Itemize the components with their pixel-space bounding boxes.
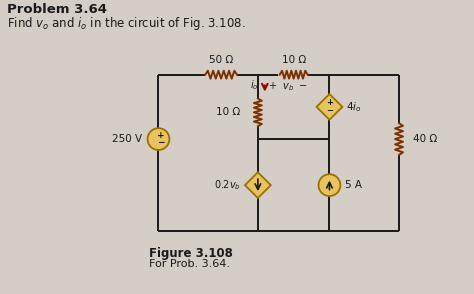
Text: +: +	[156, 131, 164, 140]
Text: 5 A: 5 A	[346, 180, 362, 190]
Text: $i_o$: $i_o$	[250, 79, 259, 93]
Text: −: −	[157, 138, 164, 147]
Text: 250 V: 250 V	[112, 134, 143, 144]
Text: Find $v_o$ and $i_o$ in the circuit of Fig. 3.108.: Find $v_o$ and $i_o$ in the circuit of F…	[8, 15, 246, 32]
Polygon shape	[317, 94, 342, 120]
Text: 40 Ω: 40 Ω	[413, 134, 437, 144]
Text: For Prob. 3.64.: For Prob. 3.64.	[148, 259, 229, 269]
Text: $0.2v_b$: $0.2v_b$	[214, 178, 241, 192]
Text: −: −	[326, 106, 333, 115]
Text: Problem 3.64: Problem 3.64	[8, 3, 107, 16]
Text: 10 Ω: 10 Ω	[282, 55, 306, 65]
Text: +  $v_b$  −: + $v_b$ −	[268, 80, 308, 93]
Text: +: +	[326, 98, 333, 107]
Text: Figure 3.108: Figure 3.108	[148, 247, 232, 260]
Polygon shape	[245, 172, 271, 198]
Text: 50 Ω: 50 Ω	[209, 55, 233, 65]
Text: 10 Ω: 10 Ω	[216, 107, 240, 117]
Circle shape	[319, 174, 340, 196]
Text: $4i_o$: $4i_o$	[346, 100, 362, 114]
Circle shape	[147, 128, 169, 150]
